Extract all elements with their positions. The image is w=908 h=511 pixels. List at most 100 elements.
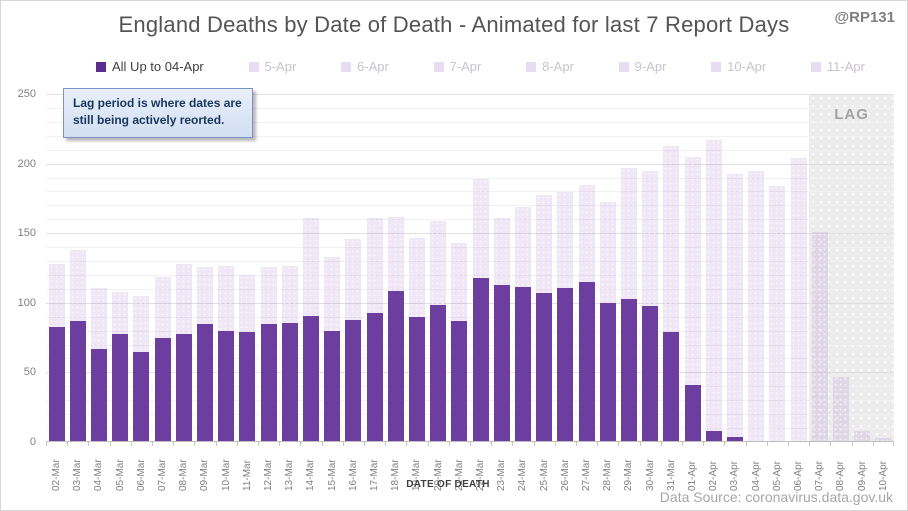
x-tick-text: 15-Mar bbox=[326, 459, 338, 491]
axis-tick bbox=[406, 442, 408, 446]
legend-item-5: 10-Apr bbox=[711, 59, 766, 74]
x-tick-label-07-Apr: 07-Apr bbox=[809, 447, 830, 491]
gridline-minor bbox=[46, 177, 894, 179]
axis-tick bbox=[491, 442, 493, 446]
legend-item-6: 11-Apr bbox=[810, 59, 865, 74]
x-tick-text: 30-Mar bbox=[644, 459, 656, 491]
axis-tick bbox=[703, 442, 705, 446]
bar-light-02-Apr bbox=[705, 140, 722, 441]
gridline-minor bbox=[46, 386, 894, 388]
axis-tick bbox=[512, 442, 514, 446]
x-tick-label-10-Apr: 10-Apr bbox=[873, 447, 894, 491]
gridline-minor bbox=[46, 414, 894, 416]
x-tick-text: 10-Mar bbox=[220, 459, 232, 491]
bar-slot-06-Mar bbox=[131, 94, 152, 441]
x-axis-ticks bbox=[46, 442, 894, 447]
bar-dark-02-Mar bbox=[48, 326, 65, 441]
gridline-minor bbox=[46, 205, 894, 207]
x-tick-text: 07-Mar bbox=[157, 459, 169, 491]
bar-slot-31-Mar bbox=[661, 94, 682, 441]
bar-dark-11-Mar bbox=[239, 332, 256, 441]
bar-slot-15-Mar bbox=[322, 94, 343, 441]
x-tick-text: 12-Mar bbox=[263, 459, 275, 491]
bar-dark-30-Mar bbox=[642, 305, 659, 441]
x-tick-text: 09-Mar bbox=[199, 459, 211, 491]
bar-slot-05-Mar bbox=[110, 94, 131, 441]
axis-tick bbox=[173, 442, 175, 446]
bar-slot-10-Apr bbox=[873, 94, 894, 441]
bar-dark-02-Apr bbox=[705, 431, 722, 441]
gridline-minor bbox=[46, 358, 894, 360]
y-tick-label-150: 150 bbox=[17, 227, 36, 240]
axis-tick bbox=[67, 442, 69, 446]
axis-tick bbox=[109, 442, 111, 446]
bar-slot-11-Mar bbox=[237, 94, 258, 441]
legend-swatch-icon bbox=[248, 61, 259, 72]
bar-slot-14-Mar bbox=[300, 94, 321, 441]
chart-title: England Deaths by Date of Death - Animat… bbox=[118, 12, 790, 37]
plot-area: LAG bbox=[46, 94, 894, 442]
legend-label: 9-Apr bbox=[634, 59, 667, 74]
bar-dark-23-Mar bbox=[493, 285, 510, 441]
axis-tick bbox=[342, 442, 344, 446]
bar-slot-17-Mar bbox=[364, 94, 385, 441]
legend-item-4: 9-Apr bbox=[618, 59, 667, 74]
legend-label: 11-Apr bbox=[826, 59, 865, 74]
x-tick-label-30-Mar: 30-Mar bbox=[640, 447, 661, 491]
bar-light-01-Apr bbox=[684, 157, 701, 441]
legend-label: All Up to 04-Apr bbox=[112, 59, 204, 74]
legend-swatch-icon bbox=[526, 61, 537, 72]
y-tick-label-250: 250 bbox=[17, 88, 36, 100]
bar-slot-09-Apr bbox=[852, 94, 873, 441]
gridline-minor bbox=[46, 344, 894, 346]
bar-dark-12-Mar bbox=[260, 324, 277, 441]
bar-slot-13-Mar bbox=[279, 94, 300, 441]
bar-dark-24-Mar bbox=[514, 286, 531, 441]
bar-dark-17-Mar bbox=[366, 312, 383, 441]
x-tick-text: 14-Mar bbox=[305, 459, 317, 491]
x-tick-label-05-Apr: 05-Apr bbox=[767, 447, 788, 491]
bar-slot-01-Apr bbox=[682, 94, 703, 441]
x-tick-label-06-Apr: 06-Apr bbox=[788, 447, 809, 491]
legend-item-0: 5-Apr bbox=[248, 59, 296, 74]
axis-tick bbox=[279, 442, 281, 446]
gridline-major bbox=[46, 372, 894, 374]
axis-tick bbox=[533, 442, 535, 446]
x-tick-label-09-Apr: 09-Apr bbox=[852, 447, 873, 491]
gridline-major bbox=[46, 302, 894, 304]
legend-label: 10-Apr bbox=[727, 59, 767, 74]
bar-dark-06-Mar bbox=[133, 351, 150, 441]
bar-slot-29-Mar bbox=[618, 94, 639, 441]
x-tick-text: 02-Mar bbox=[51, 459, 63, 491]
axis-tick bbox=[236, 442, 238, 446]
axis-tick bbox=[893, 442, 894, 446]
gridline-minor bbox=[46, 191, 894, 193]
bar-dark-26-Mar bbox=[557, 287, 574, 441]
bar-dark-20-Mar bbox=[430, 304, 447, 441]
lag-explanation-callout: Lag period is where dates are still bein… bbox=[63, 88, 253, 138]
x-tick-label-08-Mar: 08-Mar bbox=[173, 447, 194, 491]
x-tick-text: 26-Mar bbox=[559, 459, 571, 491]
x-tick-label-04-Mar: 04-Mar bbox=[88, 447, 109, 491]
x-tick-label-02-Apr: 02-Apr bbox=[703, 447, 724, 491]
legend-swatch-icon bbox=[810, 61, 821, 72]
bar-slot-08-Mar bbox=[173, 94, 194, 441]
bar-slot-08-Apr bbox=[830, 94, 851, 441]
bar-slot-25-Mar bbox=[534, 94, 555, 441]
x-tick-text: 05-Mar bbox=[114, 459, 126, 491]
bar-slot-02-Apr bbox=[703, 94, 724, 441]
gridline-minor bbox=[46, 316, 894, 318]
bar-slot-24-Mar bbox=[512, 94, 533, 441]
author-watermark: @RP131 bbox=[834, 9, 896, 26]
legend-item-2: 7-Apr bbox=[433, 59, 481, 74]
y-tick-label-50: 50 bbox=[23, 366, 36, 379]
bar-dark-15-Mar bbox=[324, 331, 341, 441]
bar-slot-09-Mar bbox=[194, 94, 215, 441]
axis-tick bbox=[830, 442, 832, 446]
axis-tick bbox=[872, 442, 874, 446]
x-tick-label-29-Mar: 29-Mar bbox=[618, 447, 639, 491]
x-tick-text: 13-Mar bbox=[284, 459, 296, 491]
x-tick-text: 05-Apr bbox=[771, 460, 783, 491]
legend-swatch-icon bbox=[711, 61, 722, 72]
